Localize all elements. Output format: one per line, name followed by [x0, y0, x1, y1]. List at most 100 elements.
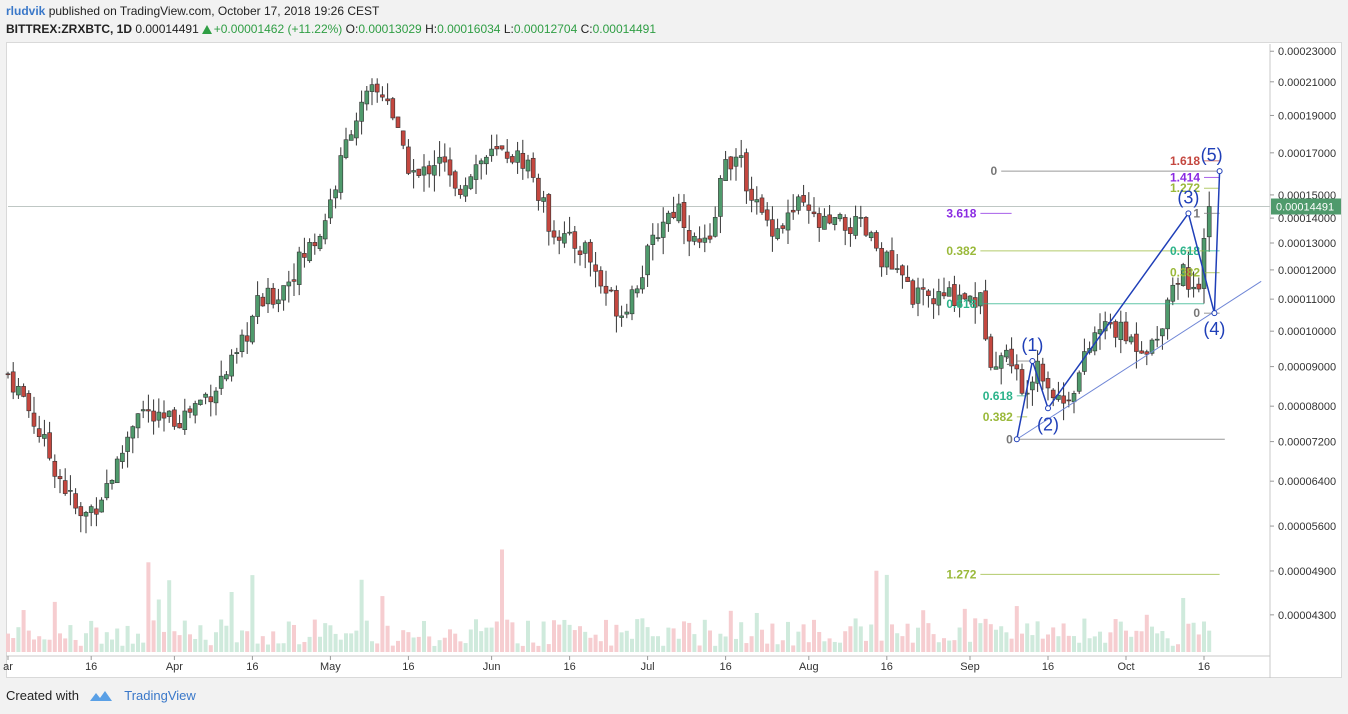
volume-bar [385, 625, 390, 652]
volume-bar [32, 639, 36, 652]
volume-bar [468, 629, 473, 652]
price-change: +0.00001462 (+11.22%) [213, 22, 343, 36]
volume-bar [167, 580, 172, 652]
volume-bar [188, 634, 192, 652]
volume-bar [754, 612, 759, 652]
candle-body [598, 270, 604, 287]
candle-body [338, 155, 344, 193]
candle-body [421, 166, 427, 176]
volume-bar [936, 642, 941, 652]
wave-pivot [1216, 168, 1223, 175]
volume-bar [520, 645, 525, 652]
candle-body [172, 409, 177, 427]
volume-bar [302, 641, 307, 652]
candle-body [920, 287, 926, 290]
candle-body [250, 315, 255, 343]
volume-bar [1082, 618, 1087, 652]
candle-body [884, 251, 890, 268]
candle-body [229, 354, 234, 377]
candle-body [395, 116, 401, 128]
volume-bar [1077, 642, 1082, 652]
volume-bar [515, 643, 520, 652]
volume-bar [541, 621, 546, 652]
volume-bar [416, 636, 421, 652]
volume-bar [73, 639, 78, 652]
candle-body [983, 290, 988, 340]
price-tick-label: 0.00004900 [1278, 566, 1336, 578]
chart-area[interactable] [6, 42, 1342, 678]
candle-body [1165, 299, 1170, 330]
candle-body [707, 235, 713, 240]
price-tick-label: 0.00011000 [1278, 294, 1335, 306]
time-tick-label: 16 [563, 661, 575, 673]
volume-bar [1025, 623, 1030, 652]
tradingview-link[interactable]: TradingView [124, 688, 196, 703]
candle-body [484, 156, 489, 165]
volume-bar [635, 619, 640, 652]
price-tick-label: 0.00019000 [1278, 110, 1336, 122]
volume-bar [359, 579, 364, 652]
volume-bar [1004, 632, 1009, 652]
volume-bar [775, 644, 780, 652]
volume-bar [344, 633, 348, 652]
candle-body [68, 490, 73, 492]
candle-body [1128, 336, 1134, 343]
candle-body [208, 396, 214, 403]
volume-bar [323, 623, 328, 652]
time-tick-label: May [320, 661, 341, 673]
volume-bar [619, 632, 624, 652]
candle-body [473, 164, 479, 180]
candle-body [255, 295, 260, 317]
candle-body [1004, 349, 1009, 358]
volume-bar [338, 639, 343, 652]
candle-body [1154, 338, 1160, 341]
volume-bar [806, 642, 811, 652]
volume-bar [219, 619, 224, 652]
volume-bar [463, 643, 468, 652]
candle-body [676, 203, 682, 222]
candle-body [1113, 321, 1118, 338]
author-link[interactable]: rludvik [6, 4, 46, 18]
candle-body [608, 289, 614, 292]
volume-bar [99, 643, 104, 652]
volume-bar [578, 626, 582, 652]
candle-body [806, 204, 812, 211]
candle-body [941, 292, 947, 297]
elliott-wave-label: (3) [1177, 187, 1199, 207]
volume-bar [1155, 633, 1160, 652]
candle-body [99, 499, 104, 513]
volume-bar [650, 636, 655, 652]
price-tick-label: 0.00013000 [1278, 238, 1336, 250]
volume-bar [1051, 627, 1056, 652]
volume-bar [474, 619, 478, 652]
candle-body [952, 284, 957, 307]
candle-body [322, 220, 328, 240]
volume-bar [479, 631, 484, 652]
volume-bar [500, 549, 504, 652]
candle-body [998, 355, 1004, 369]
volume-bar [718, 633, 723, 652]
volume-bar [796, 631, 801, 652]
volume-bar [682, 621, 686, 652]
volume-bar [162, 631, 166, 652]
candle-body [645, 245, 650, 276]
candle-body [546, 194, 552, 232]
volume-bar [895, 633, 900, 652]
volume-bar [812, 619, 816, 652]
candle-body [244, 335, 250, 342]
candle-body [88, 506, 94, 513]
candle-body [624, 311, 630, 315]
wave-pivot [1185, 210, 1192, 217]
candle-body [510, 156, 515, 163]
candle-body [265, 287, 271, 305]
candle-body [1144, 351, 1150, 355]
price-tick-label: 0.00021000 [1278, 77, 1336, 89]
candle-body [603, 285, 609, 294]
candle-body [744, 152, 749, 192]
candle-body [775, 228, 780, 239]
volume-bar [484, 627, 489, 652]
price-tick-label: 0.00017000 [1278, 148, 1336, 160]
volume-bar [307, 636, 312, 652]
candle-body [369, 84, 375, 92]
